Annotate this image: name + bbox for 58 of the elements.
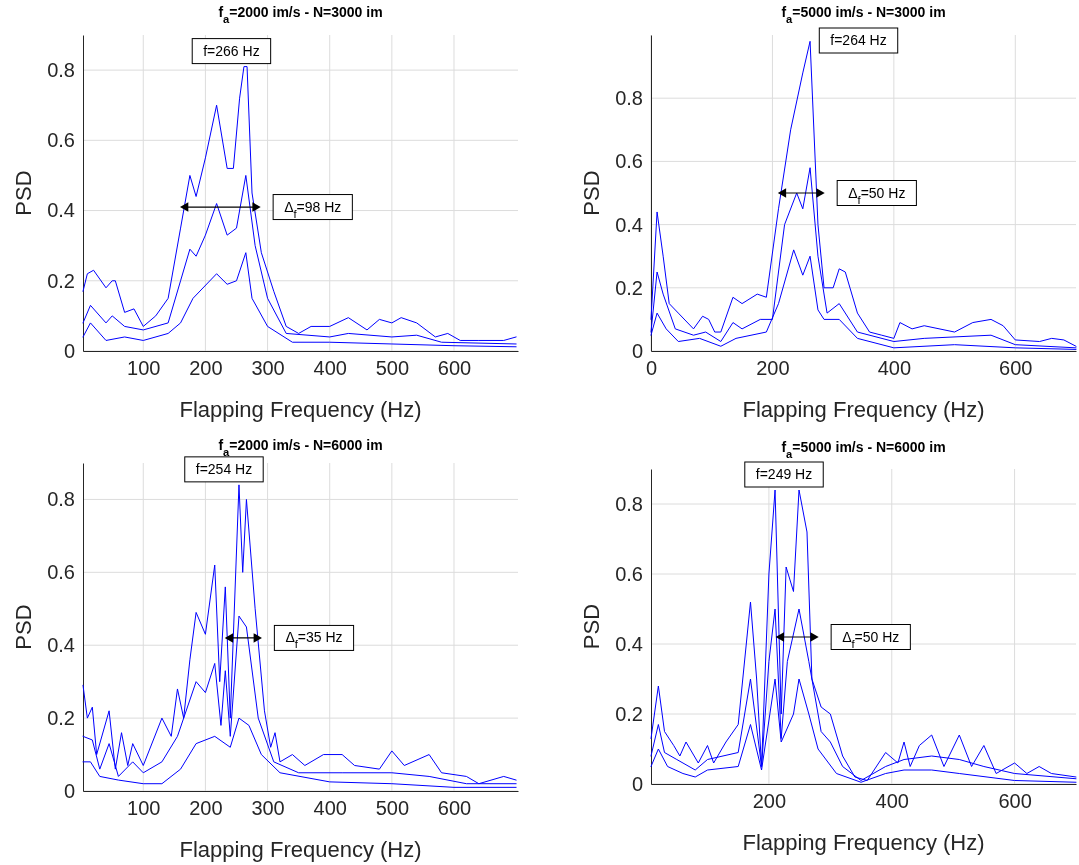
- x-tick-label: 300: [251, 797, 285, 820]
- x-axis-title: Flapping Frequency (Hz): [179, 397, 422, 422]
- y-tick-label: 0: [631, 772, 643, 795]
- y-tick-label: 0.2: [615, 276, 643, 299]
- y-tick-label: 0.8: [615, 87, 643, 110]
- x-tick-label: 500: [375, 797, 410, 820]
- x-axis-title: Flapping Frequency (Hz): [742, 397, 985, 422]
- x-tick-label: 200: [756, 357, 790, 380]
- y-axis-title: PSD: [579, 170, 604, 216]
- x-tick-label: 200: [189, 357, 223, 380]
- chart-title: f$_{a}$=5000 im/s - N=6000 im: [781, 439, 946, 460]
- y-tick-label: 0: [63, 339, 75, 362]
- x-tick-label: 600: [998, 790, 1032, 813]
- x-tick-label: 400: [877, 357, 912, 380]
- y-axis-title: PSD: [11, 170, 36, 216]
- y-tick-label: 0.4: [615, 632, 643, 655]
- annotation: Δ$_{f}$=50 Hz: [848, 184, 906, 206]
- annotation: f=249 Hz: [755, 466, 813, 482]
- x-tick-label: 600: [999, 357, 1033, 380]
- x-tick-label: 600: [437, 357, 472, 380]
- x-tick-label: 200: [752, 790, 787, 813]
- y-tick-label: 0.4: [47, 199, 75, 222]
- y-tick-label: 0.6: [615, 562, 643, 585]
- y-tick-label: 0.8: [615, 492, 643, 515]
- y-tick-label: 0.2: [47, 707, 75, 730]
- x-tick-label: 100: [127, 797, 161, 820]
- annotation: f=254 Hz: [195, 460, 253, 477]
- y-tick-label: 0.8: [47, 488, 75, 511]
- y-tick-label: 0.2: [47, 269, 75, 292]
- x-tick-label: 300: [251, 357, 285, 380]
- y-axis-title: PSD: [11, 604, 36, 650]
- x-tick-label: 200: [189, 797, 223, 820]
- x-axis-title: Flapping Frequency (Hz): [179, 837, 422, 862]
- x-axis-title: Flapping Frequency (Hz): [742, 830, 985, 855]
- x-tick-label: 400: [875, 790, 909, 813]
- x-tick-label: 600: [437, 797, 472, 820]
- y-tick-label: 0.4: [47, 634, 75, 657]
- x-tick-label: 100: [127, 357, 161, 380]
- x-tick-label: 400: [313, 797, 347, 820]
- y-tick-label: 0: [631, 339, 643, 362]
- y-tick-label: 0.6: [615, 150, 643, 173]
- annotation: Δ$_{f}$=35 Hz: [285, 629, 343, 651]
- chart-title: f$_{a}$=2000 im/s - N=6000 im: [218, 437, 383, 458]
- x-tick-label: 400: [313, 357, 347, 380]
- y-axis-title: PSD: [579, 603, 604, 650]
- annotation: Δ$_{f}$=50 Hz: [842, 628, 900, 650]
- x-tick-label: 0: [645, 357, 658, 380]
- annotation: f=264 Hz: [830, 32, 887, 48]
- annotation: Δ$_{f}$=98 Hz: [284, 198, 342, 220]
- y-tick-label: 0.6: [47, 561, 75, 584]
- y-tick-label: 0.6: [47, 129, 75, 152]
- y-tick-label: 0.4: [615, 213, 643, 236]
- chart-title: f$_{a}$=2000 im/s - N=3000 im: [218, 4, 383, 25]
- y-tick-label: 0.8: [47, 59, 75, 82]
- y-tick-label: 0.2: [615, 702, 643, 725]
- x-tick-label: 500: [375, 357, 410, 380]
- chart-title: f$_{a}$=5000 im/s - N=3000 im: [781, 4, 946, 25]
- annotation: f=266 Hz: [203, 42, 260, 59]
